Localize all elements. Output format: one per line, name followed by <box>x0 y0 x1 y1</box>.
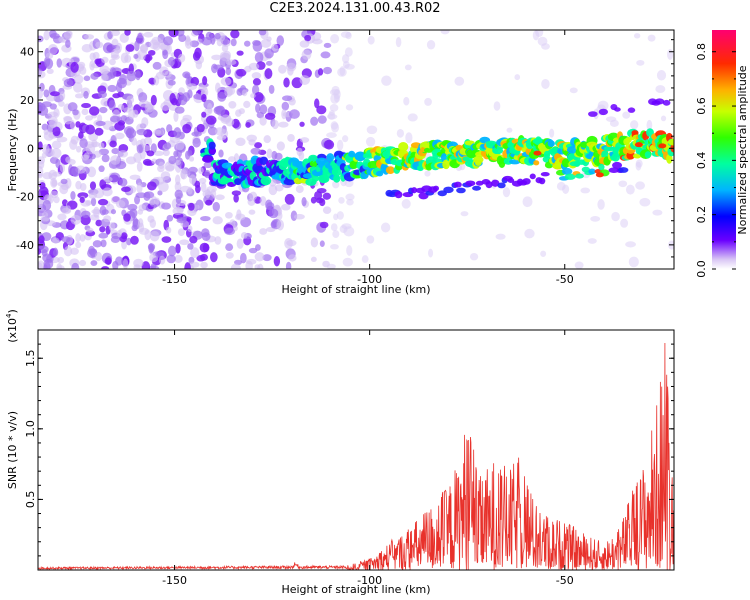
y-tick-label: 1.5 <box>24 349 37 367</box>
y-tick-label: -40 <box>16 239 34 252</box>
spectrogram-y-ticks: -40 -20 0 20 40 <box>16 39 674 270</box>
x-tick-label: -150 <box>162 574 187 587</box>
colorbar-tick-label: 0.2 <box>695 206 708 224</box>
y-tick-label: 20 <box>20 94 34 107</box>
spectrogram-x-axis-label: Height of straight line (km) <box>281 283 430 296</box>
x-tick-label: -50 <box>556 574 574 587</box>
svg-text:(x104): (x104) <box>5 309 19 343</box>
snr-frame <box>37 329 675 571</box>
x-tick-label: -50 <box>556 273 574 286</box>
colorbar-gradient <box>712 30 736 269</box>
spectrogram-y-axis-label: Frequency (Hz) <box>6 109 19 192</box>
colorbar-tick-label: 0.0 <box>695 260 708 278</box>
spectrogram-x-ticks: -150 -100 -50 <box>162 30 574 286</box>
colorbar-label: Normalized spectral amplitude <box>736 65 749 234</box>
x-tick-label: -100 <box>357 574 382 587</box>
snr-x-ticks: -150 -100 -50 <box>162 330 574 587</box>
x-tick-label: -100 <box>357 273 382 286</box>
colorbar: 0.0 0.2 0.4 0.6 0.8 Normalized spectral ampl… <box>695 30 749 278</box>
figure-title: C2E3.2024.131.00.43.R02 <box>269 1 441 16</box>
colorbar-ticks: 0.0 0.2 0.4 0.6 0.8 <box>695 43 736 278</box>
x-tick-label: -150 <box>162 273 187 286</box>
snr-y-ticks: 0.5 1.0 1.5 <box>24 343 674 557</box>
y-tick-label: 40 <box>20 46 34 59</box>
colorbar-tick-label: 0.8 <box>695 43 708 61</box>
snr-series-line <box>38 343 674 570</box>
snr-scale-label: (x104) <box>5 309 19 343</box>
spectrogram-frame <box>37 29 675 270</box>
colorbar-tick-label: 0.6 <box>695 97 708 115</box>
spectrogram-heatmap <box>38 30 674 269</box>
snr-y-axis-label: SNR (10 * v/v) <box>6 411 19 489</box>
snr-x-axis-label: Height of straight line (km) <box>281 583 430 596</box>
colorbar-tick-label: 0.4 <box>695 152 708 170</box>
y-tick-label: 1.0 <box>24 420 37 438</box>
snr-scale-prefix: (x10 <box>6 318 19 343</box>
y-tick-label: 0 <box>27 142 34 155</box>
y-tick-label: 0.5 <box>24 491 37 509</box>
snr-panel: -150 -100 -50 0.5 1.0 1.5 Height of straight… <box>5 309 675 596</box>
spectrogram-panel: -150 -100 -50 -40 -20 0 20 40 Height of straig… <box>6 29 675 296</box>
snr-scale-exponent: 4 <box>5 313 13 318</box>
y-tick-label: -20 <box>16 191 34 204</box>
